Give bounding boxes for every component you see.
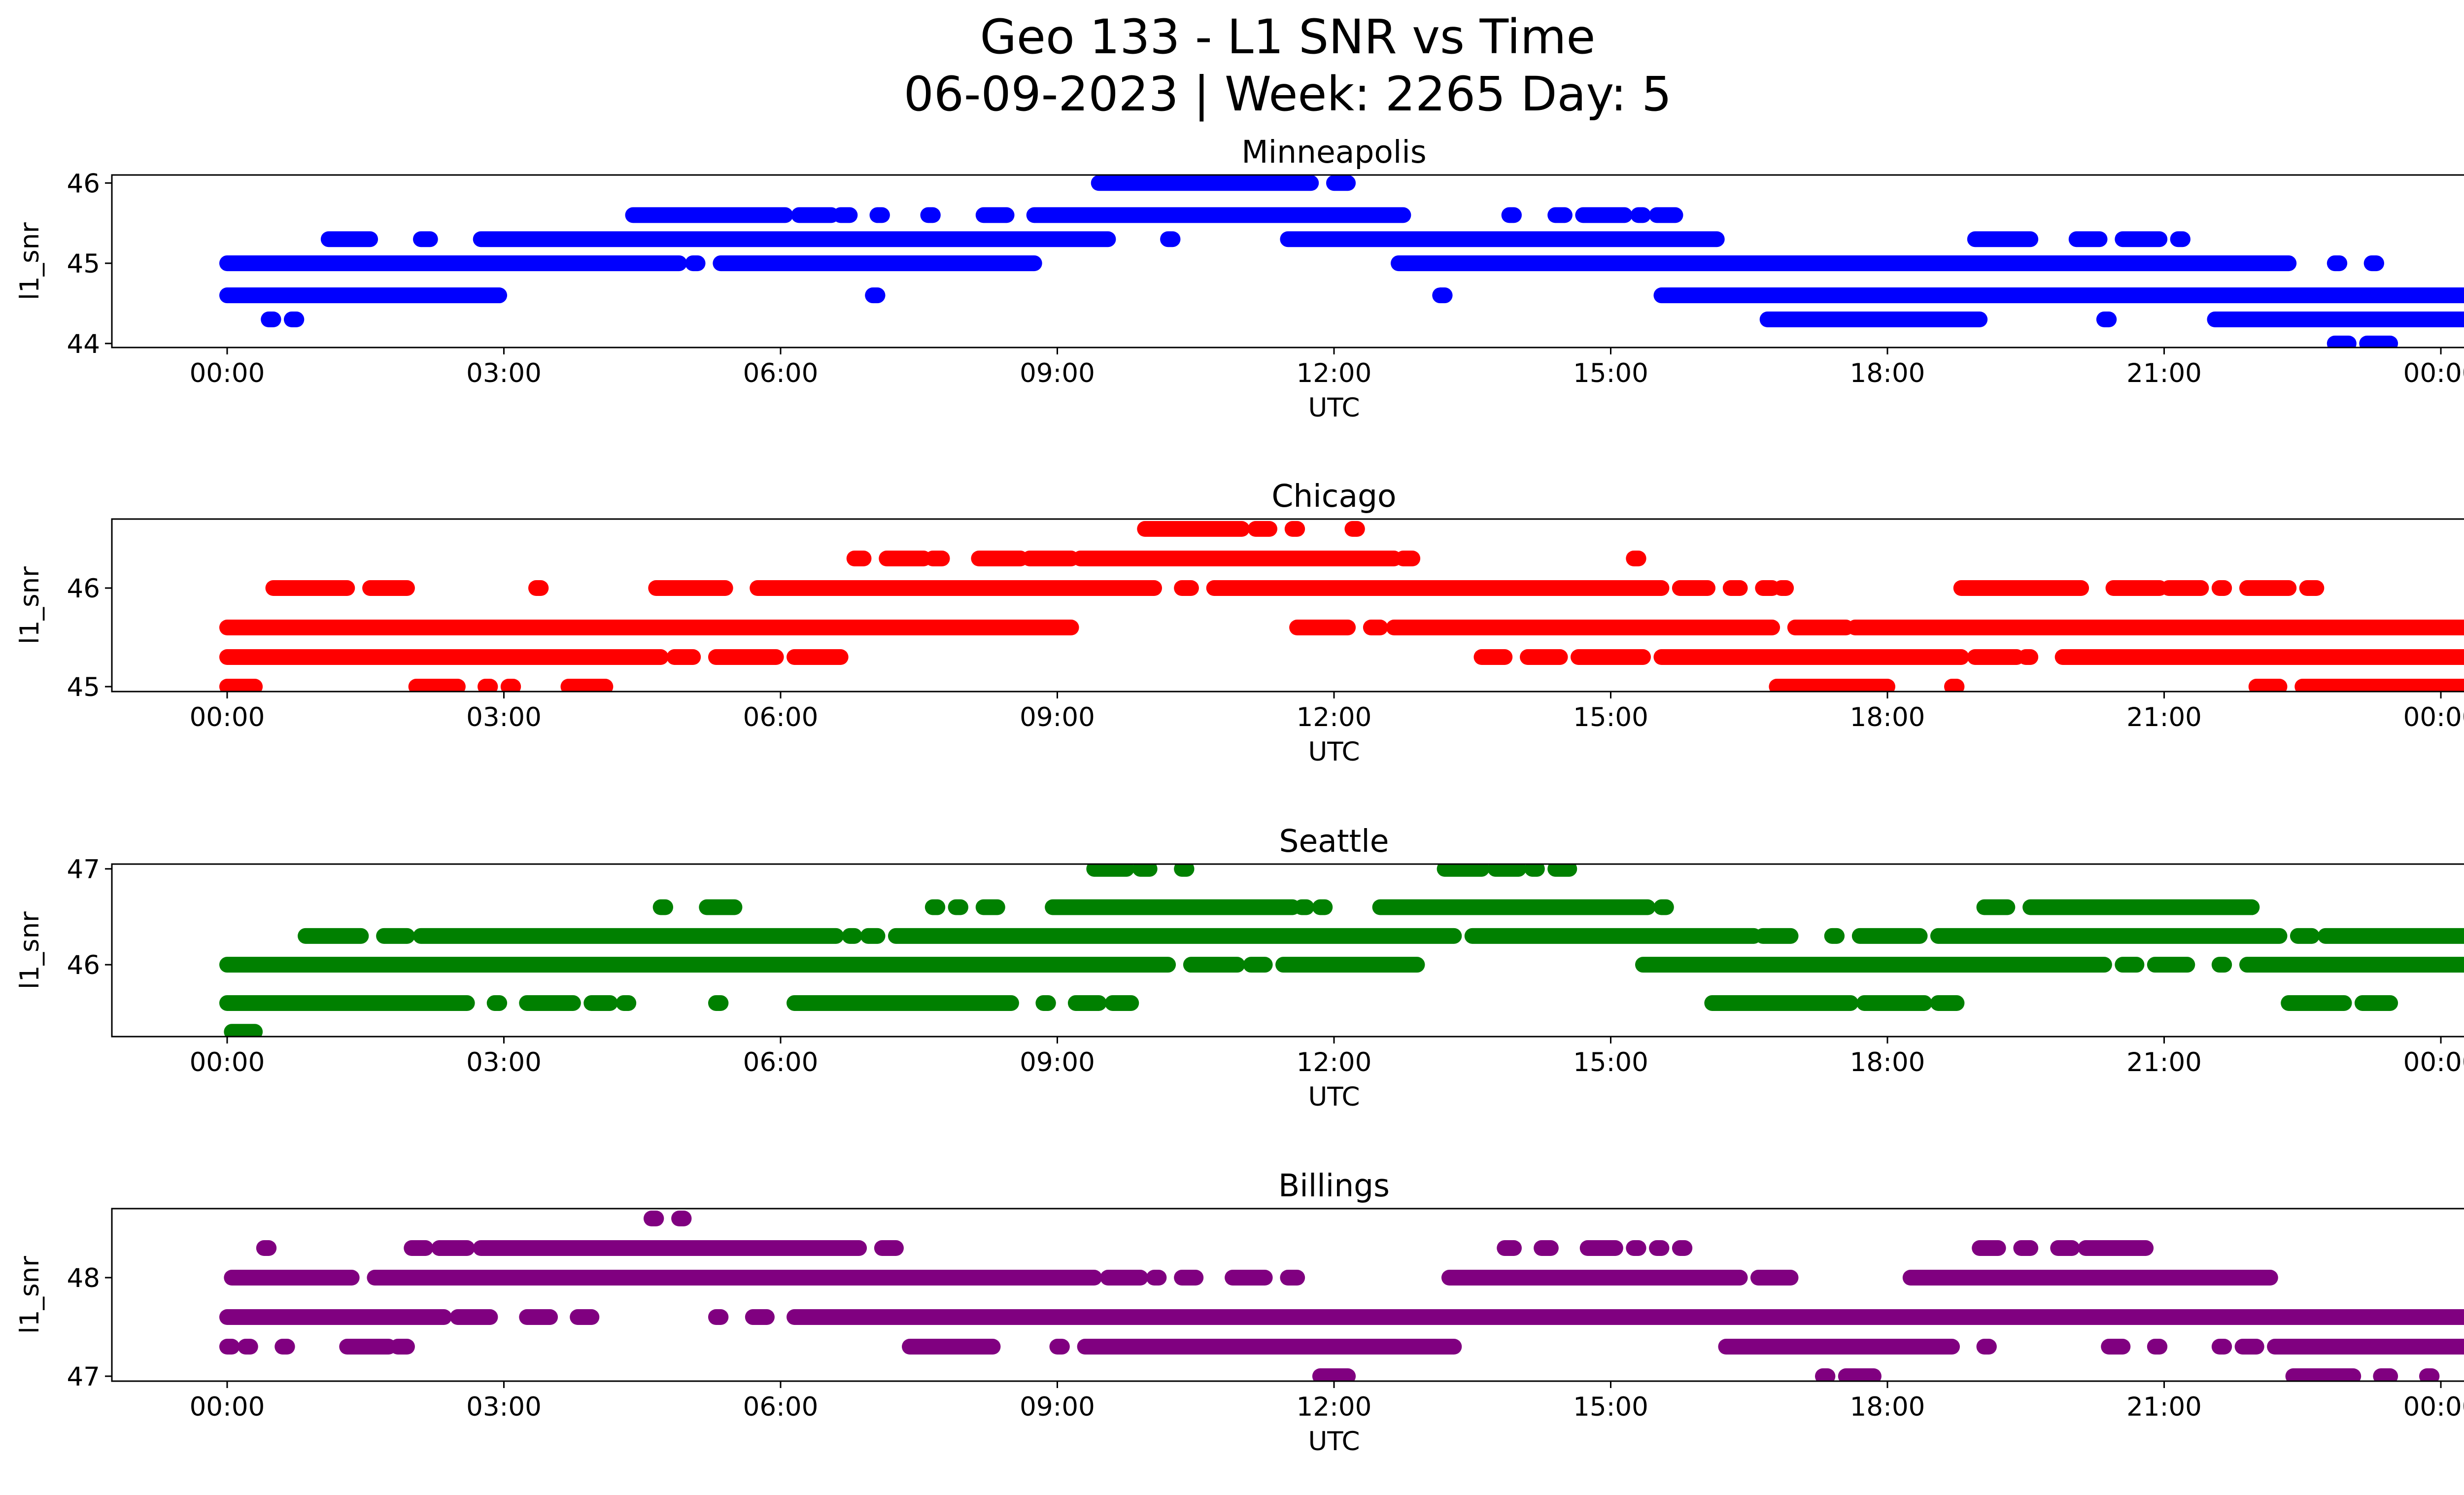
- y-tick-label: 44: [67, 329, 100, 359]
- x-tick-label: 00:00: [190, 358, 265, 388]
- x-tick-label: 15:00: [1573, 358, 1648, 388]
- x-tick-label: 09:00: [1020, 1392, 1095, 1422]
- subplot-minneapolis: Minneapolis 00:00 03:00 06:00 09:00 12:00 15:0…: [15, 134, 2464, 423]
- subplot-title: Minneapolis: [1241, 134, 1426, 170]
- x-tick-label: 00:00: [190, 702, 265, 732]
- y-tick-label: 45: [67, 672, 100, 702]
- x-tick-label: 00:00: [190, 1047, 265, 1078]
- x-tick-label: 21:00: [2126, 1047, 2202, 1078]
- x-tick-label: 00:00: [2403, 702, 2464, 732]
- x-tick-label: 06:00: [743, 1392, 819, 1422]
- y-tick-label: 47: [67, 855, 100, 885]
- x-tick-label: 09:00: [1020, 702, 1095, 732]
- y-tick-label: 47: [67, 1362, 100, 1392]
- data-points: [219, 1211, 2464, 1381]
- figure-title-line2: 06-09-2023 | Week: 2265 Day: 5: [904, 67, 1672, 122]
- subplot-title: Seattle: [1279, 823, 1389, 859]
- y-tick-label: 46: [67, 950, 100, 980]
- x-tick-label: 21:00: [2126, 702, 2202, 732]
- y-tick-label: 46: [67, 574, 100, 604]
- x-tick-label: 00:00: [2403, 358, 2464, 388]
- x-tick-label: 12:00: [1297, 1392, 1372, 1422]
- x-tick-label: 18:00: [1850, 702, 1925, 732]
- x-tick-label: 18:00: [1850, 1047, 1925, 1078]
- y-axis-label: l1_snr: [15, 911, 45, 989]
- x-axis-label: UTC: [1308, 737, 1360, 767]
- x-tick-label: 15:00: [1573, 702, 1648, 732]
- subplot-billings: Billings 00:00 03:00 06:00 09:00 12:00 15:00 18…: [15, 1168, 2464, 1457]
- x-tick-label: 18:00: [1850, 358, 1925, 388]
- figure-title-line1: Geo 133 - L1 SNR vs Time: [980, 9, 1596, 65]
- subplot-title: Billings: [1278, 1168, 1390, 1204]
- x-tick-label: 03:00: [466, 702, 542, 732]
- x-tick-label: 18:00: [1850, 1392, 1925, 1422]
- subplot-seattle: Seattle 00:00 03:00 06:00 09:00 12:00 15:00 18:…: [15, 823, 2464, 1112]
- subplot-chicago: Chicago 00:00 03:00 06:00 09:00 12:00 15:00 18:…: [15, 478, 2464, 767]
- x-tick-label: 00:00: [190, 1392, 265, 1422]
- data-points: [219, 864, 2464, 1037]
- subplot-title: Chicago: [1271, 478, 1396, 514]
- y-axis-label: l1_snr: [15, 1256, 45, 1334]
- y-tick-label: 46: [67, 169, 100, 199]
- subplots: Minneapolis 00:00 03:00 06:00 09:00 12:00 15:0…: [15, 134, 2464, 1457]
- y-axis-label: l1_snr: [15, 566, 45, 644]
- x-tick-label: 09:00: [1020, 358, 1095, 388]
- x-tick-label: 12:00: [1297, 1047, 1372, 1078]
- y-tick-label: 48: [67, 1263, 100, 1293]
- x-tick-label: 12:00: [1297, 358, 1372, 388]
- x-tick-label: 06:00: [743, 702, 819, 732]
- y-tick-label: 45: [67, 249, 100, 279]
- x-tick-label: 21:00: [2126, 358, 2202, 388]
- data-points: [219, 175, 2464, 348]
- x-tick-label: 21:00: [2126, 1392, 2202, 1422]
- x-tick-label: 09:00: [1020, 1047, 1095, 1078]
- x-tick-label: 03:00: [466, 358, 542, 388]
- x-tick-label: 06:00: [743, 358, 819, 388]
- x-tick-label: 15:00: [1573, 1392, 1648, 1422]
- x-tick-label: 03:00: [466, 1392, 542, 1422]
- x-tick-label: 00:00: [2403, 1392, 2464, 1422]
- data-points: [219, 521, 2464, 692]
- x-axis-label: UTC: [1308, 1082, 1360, 1112]
- y-axis-label: l1_snr: [15, 222, 45, 300]
- x-axis-label: UTC: [1308, 1426, 1360, 1457]
- x-axis-label: UTC: [1308, 393, 1360, 423]
- x-tick-label: 15:00: [1573, 1047, 1648, 1078]
- x-tick-label: 12:00: [1297, 702, 1372, 732]
- x-tick-label: 06:00: [743, 1047, 819, 1078]
- x-tick-label: 03:00: [466, 1047, 542, 1078]
- x-tick-label: 00:00: [2403, 1047, 2464, 1078]
